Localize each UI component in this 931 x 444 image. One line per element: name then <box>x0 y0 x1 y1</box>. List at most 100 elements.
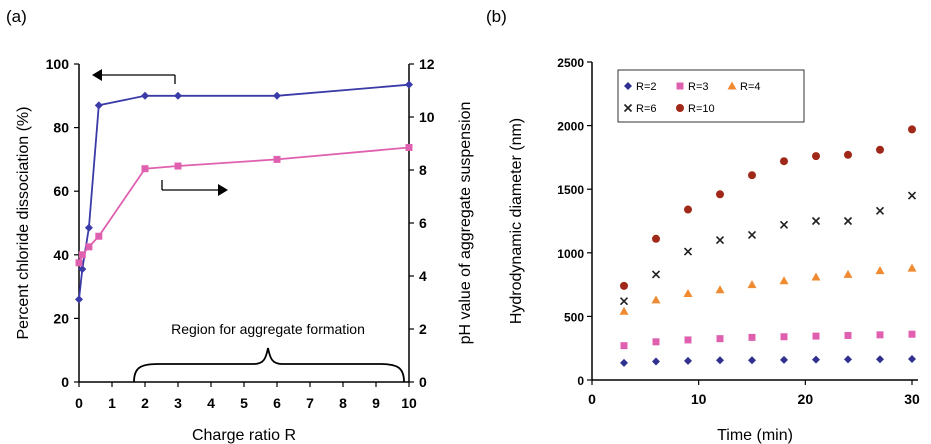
aggregate-region-brace <box>133 347 405 383</box>
chart-a-y2-tick-label: 12 <box>419 56 435 72</box>
chart-b-r10-point <box>620 281 628 290</box>
chart-a-series-2-point <box>405 143 413 151</box>
chart-b-y-tick-label: 1500 <box>557 183 584 197</box>
chart-b-r4-point <box>683 289 693 298</box>
chart-b-r2-point <box>780 355 788 364</box>
chart-b-r2-point <box>716 356 724 365</box>
left-axis-arrow <box>92 69 176 84</box>
chart-b-r10-point <box>844 150 852 159</box>
chart-b-r3-point <box>652 338 660 346</box>
chart-b-r2-point <box>876 355 884 364</box>
chart-a-x-tick-label: 5 <box>240 395 248 411</box>
chart-b-x-tick-label: 20 <box>798 391 814 407</box>
chart-b-r3-point <box>812 332 820 340</box>
chart-b-r2-point <box>844 355 852 364</box>
chart-a-y2-tick-label: 8 <box>419 162 427 178</box>
legend-marker-r10 <box>676 104 684 112</box>
legend-marker-r4 <box>727 81 737 90</box>
chart-a-series-2-point <box>95 232 103 240</box>
chart-a-y-tick-label: 0 <box>61 374 69 390</box>
chart-b-r3-point <box>748 333 756 341</box>
chart-b-r3-point <box>684 336 692 344</box>
chart-b-r10-point <box>716 190 724 199</box>
chart-a-series-2-point <box>273 155 281 163</box>
chart-a-y-tick-label: 20 <box>53 310 69 326</box>
chart-b-r4-point <box>747 280 757 289</box>
panel-label-b: (b) <box>486 7 507 26</box>
chart-a-series-1-point <box>94 101 103 110</box>
right-axis-arrow <box>161 180 228 196</box>
chart-b-r2-point <box>684 356 692 365</box>
chart-a-x-tick-label: 0 <box>75 395 83 411</box>
chart-a-y2-tick-label: 6 <box>419 215 427 231</box>
panel-label-a: (a) <box>6 7 27 26</box>
chart-b-r10-point <box>876 145 884 154</box>
chart-b-x-tick-label: 10 <box>691 391 707 407</box>
chart-b-r4-point <box>779 276 789 285</box>
chart-b-r2-point <box>620 358 628 367</box>
chart-a-x-tick-label: 4 <box>207 395 215 411</box>
chart-a-x-tick-label: 3 <box>174 395 182 411</box>
chart-b-r6-point <box>651 270 661 279</box>
aggregate-region-annotation: Region for aggregate formation <box>171 321 365 337</box>
legend-label-r10: R=10 <box>688 103 715 115</box>
chart-a-x-tick-label: 2 <box>141 395 149 411</box>
chart-b-r6-point <box>811 216 821 226</box>
chart-a-x-tick-label: 10 <box>401 395 417 411</box>
chart-b-r6-point <box>715 236 725 245</box>
chart-a-x-tick-label: 1 <box>108 395 116 411</box>
chart-a-series-2-point <box>174 162 182 170</box>
legend-label-r6: R=6 <box>636 103 657 115</box>
chart-a-y-tick-label: 100 <box>46 56 70 72</box>
chart-b-r4-point <box>811 272 821 281</box>
chart-b-legend: R=2 R=3 R=4 R=6 R=10 <box>617 69 805 123</box>
chart-b-r2-point <box>812 355 820 364</box>
chart-a-series-2-line <box>78 146 410 264</box>
chart-b-y-tick-label: 0 <box>577 374 584 388</box>
chart-b-y-tick-label: 2000 <box>557 120 584 134</box>
chart-b-r10-point <box>908 125 916 134</box>
chart-b-r10-point <box>812 152 820 161</box>
legend-marker-r2 <box>624 82 632 90</box>
chart-b-x-axis-label: Time (min) <box>717 427 793 444</box>
chart-b-r6-point <box>907 191 917 200</box>
chart-a-series-2-point <box>141 165 149 173</box>
legend-box <box>617 69 805 123</box>
legend-label-r3: R=3 <box>688 81 709 93</box>
chart-a-y2-tick-label: 0 <box>419 374 427 390</box>
chart-a-series-1-point <box>174 91 182 100</box>
chart-a-y2-tick-label: 4 <box>419 268 427 284</box>
chart-b-r3-point <box>620 342 628 350</box>
chart-b-r4-point <box>651 295 661 304</box>
chart-b-r6-point <box>779 220 789 229</box>
chart-a-x-tick-label: 6 <box>273 395 281 411</box>
chart-a-y2-axis-label: pH value of aggregate suspension <box>457 102 474 345</box>
chart-b-y-tick-label: 1000 <box>557 247 584 261</box>
legend-label-r4: R=4 <box>740 81 761 93</box>
chart-b-y-tick-label: 500 <box>564 310 584 324</box>
legend-marker-r6 <box>623 103 633 113</box>
legend-marker-r3 <box>676 82 684 90</box>
legend-label-r2: R=2 <box>636 81 657 93</box>
chart-a-x-tick-label: 8 <box>339 395 347 411</box>
chart-a-series-1-line <box>78 83 410 300</box>
chart-a-x-tick-label: 7 <box>306 395 314 411</box>
chart-b-r2-point <box>652 357 660 366</box>
chart-b-r4-point <box>619 306 629 315</box>
chart-b-y-axis-label: Hydrodynamic diameter (nm) <box>508 118 525 324</box>
chart-b-r2-point <box>908 355 916 364</box>
chart-a-y-tick-label: 60 <box>53 183 69 199</box>
chart-b-r10-point <box>748 171 756 180</box>
chart-a-x-tick-label: 9 <box>372 395 380 411</box>
chart-a-y2-tick-label: 10 <box>419 109 435 125</box>
chart-b-r4-point <box>875 266 885 275</box>
chart-a-series-1-point <box>273 91 281 100</box>
chart-b: 0 500 1000 1500 2000 2500 0 10 20 30 Hydrodynami… <box>508 56 920 444</box>
chart-a-series-1-point <box>405 80 413 89</box>
chart-a-y-tick-label: 40 <box>53 247 69 263</box>
chart-a-series-1-point <box>141 91 149 100</box>
chart-b-r6-point <box>683 247 693 256</box>
chart-b-r10-point <box>684 205 692 214</box>
chart-a-x-axis-label: Charge ratio R <box>192 427 296 444</box>
